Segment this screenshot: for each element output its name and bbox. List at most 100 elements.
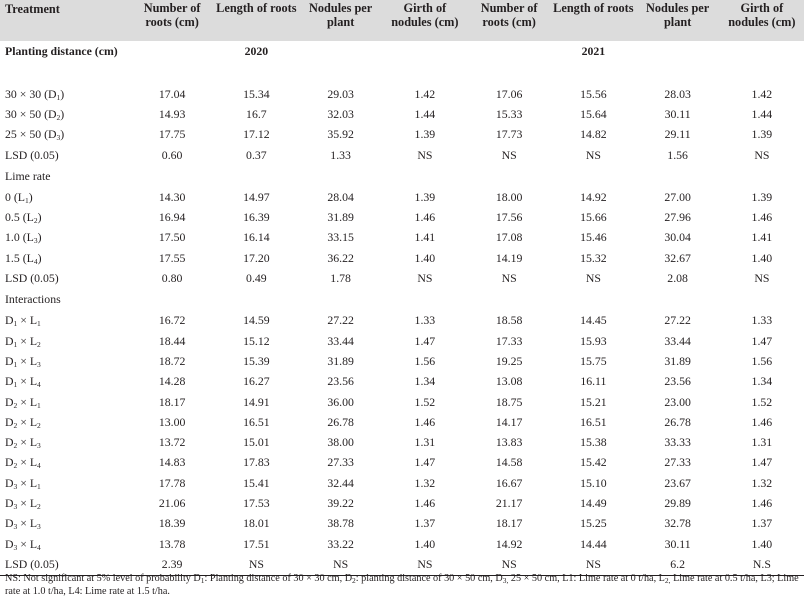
row-label: D3 × L1 [5,475,41,491]
table-cell: NS [501,147,517,162]
row-label: D2 × L4 [5,455,41,471]
table-cell: 16.11 [580,374,607,389]
row-label: 1.0 (L3) [5,230,42,246]
table-cell: 27.22 [664,313,691,328]
row-label: LSD (0.05) [5,147,59,162]
table-cell: 1.40 [414,250,436,265]
table-cell: 15.25 [580,516,607,531]
table-cell: 18.01 [243,516,270,531]
table-cell: 1.31 [414,435,436,450]
table-cell: 14.97 [243,189,270,204]
table-cell: 1.78 [330,271,351,286]
table-cell: 15.01 [243,435,270,450]
table-cell: 35.92 [327,127,354,142]
table-cell: 33.22 [327,536,354,551]
table-row: D3 × L2 21.06 17.53 39.22 1.46 21.17 14.49 29.8… [0,493,804,513]
table-cell: 14.30 [158,189,186,204]
table-cell: NS [501,271,517,286]
table-cell: 18.58 [495,313,523,328]
row-label: D1 × L2 [5,333,41,349]
table-row: 30 × 50 (D2) 14.93 16.7 32.03 1.44 15.33 15.64… [0,104,804,124]
table-cell: 13.78 [158,536,186,551]
table-cell: 17.08 [495,230,523,245]
table-cell: 16.39 [243,210,270,225]
table-cell: 14.92 [495,536,523,551]
row-label: D1 × L3 [5,353,41,369]
row-label: D3 × L4 [5,536,41,552]
table-cell: NS [754,271,770,286]
table-cell: 1.34 [414,374,436,389]
header-girth-of-nodules-2020: Girth of nodules (cm) [391,1,459,29]
table-row: LSD (0.05) 0.80 0.49 1.78 NS NS NS 2.08 NS [0,268,804,288]
table-cell: 32.03 [327,106,354,121]
table-cell: 1.34 [751,374,773,389]
table-cell: 15.75 [580,353,607,368]
table-cell: 15.46 [580,230,607,245]
row-label: D1 × L4 [5,374,41,390]
table-cell: 14.58 [495,455,523,470]
table-cell: 1.31 [751,435,773,450]
table-cell: 1.52 [751,394,773,409]
table-cell: 1.46 [414,210,436,225]
table-cell: 18.44 [158,333,186,348]
table-cell: 38.00 [327,435,354,450]
table-cell: 18.72 [158,353,186,368]
table-row: LSD (0.05) 0.60 0.37 1.33 NS NS NS 1.56 NS [0,145,804,165]
table-cell: 16.72 [158,313,186,328]
table-cell: 18.39 [158,516,186,531]
row-label: LSD (0.05) [5,271,59,286]
table-cell: 1.47 [751,455,773,470]
year-label-2020: 2020 [244,44,269,58]
table-footnote: NS: Not significant at 5% level of proba… [5,573,799,597]
table-cell: N.S [719,554,804,576]
row-label: D1 × L1 [5,313,41,329]
table-cell: 14.92 [580,189,607,204]
table-row: D2 × L3 13.72 15.01 38.00 1.31 13.83 15.38 33.3… [0,432,804,452]
table-row: 0 (L1) 14.30 14.97 28.04 1.39 18.00 14.92 27.00… [0,187,804,207]
section-title-lime-rate: Lime rate [5,168,51,183]
table-cell: 1.56 [414,353,436,368]
row-label: D2 × L2 [5,414,41,430]
table-cell: 14.83 [158,455,186,470]
table-row: 1.5 (L4) 17.55 17.20 36.22 1.40 14.19 15.32 32.… [0,248,804,268]
table-cell: 15.32 [580,250,607,265]
table-cell: 17.53 [243,495,270,510]
table-cell: 15.10 [580,475,607,490]
table-cell: 17.51 [243,536,270,551]
section-row-interactions: Interactions [0,289,804,311]
table-cell: 36.22 [327,250,354,265]
table-cell: 16.27 [243,374,270,389]
table-cell: 1.39 [751,127,773,142]
table-row: 0.5 (L2) 16.94 16.39 31.89 1.46 17.56 15.66 27.… [0,207,804,227]
row-label: D3 × L3 [5,516,41,532]
table-cell: 1.37 [414,516,436,531]
table-cell: NS [754,147,770,162]
table-cell: 27.33 [664,455,691,470]
header-number-of-roots-2020: Number of roots (cm) [143,1,201,29]
table-cell: 39.22 [327,495,354,510]
table-cell: 1.46 [414,495,436,510]
table-cell: 21.17 [495,495,523,510]
table-cell: 33.15 [327,230,354,245]
table-cell: 27.22 [327,313,354,328]
table-cell: 32.67 [664,250,691,265]
table-cell: 1.32 [751,475,773,490]
table-cell: 27.33 [327,455,354,470]
table-cell: 23.67 [664,475,691,490]
table-cell: 17.20 [243,250,270,265]
table-cell: 30.04 [664,230,691,245]
row-label: 30 × 30 (D1) [5,86,65,102]
table-cell: 1.32 [414,475,436,490]
table-cell: 19.25 [495,353,523,368]
table-cell: 1.56 [751,353,773,368]
table-row: D2 × L1 18.17 14.91 36.00 1.52 18.75 15.21 23.0… [0,392,804,412]
table-cell: 17.50 [158,230,186,245]
table-cell: 15.56 [580,86,607,101]
table-cell: 14.17 [495,414,523,429]
row-label: D2 × L1 [5,394,41,410]
section-row-planting-distance: Planting distance (cm) 2020 2021 [0,41,804,84]
table-cell: 1.46 [751,495,773,510]
table-body: Planting distance (cm) 2020 2021 30 × 30… [0,41,804,576]
table-cell: 23.56 [664,374,691,389]
